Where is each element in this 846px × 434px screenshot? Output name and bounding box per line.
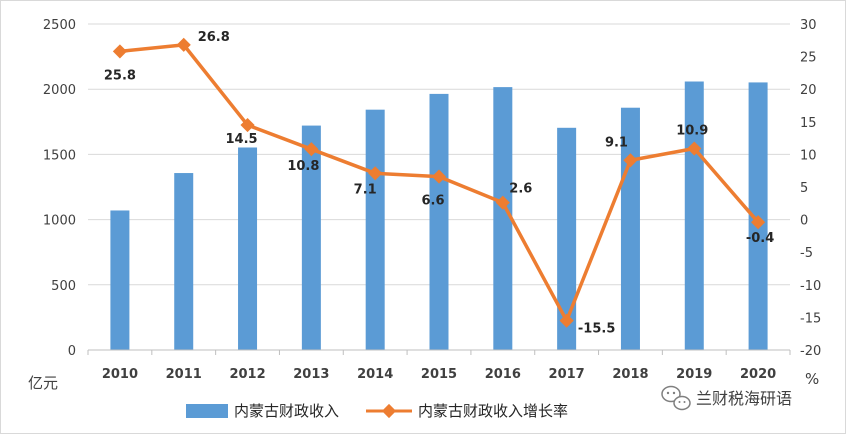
- line-point: [687, 141, 702, 156]
- x-tick-label: 2013: [293, 367, 329, 382]
- x-tick-label: 2012: [229, 367, 265, 382]
- left-tick-label: 500: [51, 279, 76, 294]
- line-point: [751, 215, 766, 230]
- line-data-label: 26.8: [198, 30, 230, 45]
- line-data-label: 2.6: [509, 182, 532, 197]
- watermark: 兰财税海研语: [661, 385, 792, 411]
- left-tick-label: 1500: [43, 148, 76, 163]
- line-point: [559, 313, 574, 328]
- line-series: [112, 37, 766, 328]
- right-tick-label: -5: [800, 246, 813, 261]
- watermark-text: 兰财税海研语: [696, 389, 792, 408]
- line-data-label: 14.5: [226, 132, 258, 147]
- right-tick-label: 10: [800, 148, 817, 163]
- wechat-icon: [661, 385, 691, 411]
- left-tick-label: 1000: [43, 214, 76, 229]
- x-tick-label: 2015: [421, 367, 457, 382]
- line-data-label: 25.8: [104, 68, 136, 83]
- bar: [174, 173, 194, 350]
- left-axis-ticks: 0 500 1000 1500 2000 2500: [43, 18, 76, 359]
- right-tick-label: -20: [800, 344, 821, 359]
- line-data-label: -0.4: [746, 231, 774, 246]
- bar: [238, 147, 258, 350]
- left-tick-label: 2000: [43, 83, 76, 98]
- line-data-label: 9.1: [605, 135, 628, 150]
- right-tick-label: 30: [800, 18, 817, 33]
- legend-bar-swatch: [186, 404, 228, 418]
- line-point: [431, 169, 447, 184]
- right-tick-label: -15: [800, 311, 821, 326]
- line-data-label: 10.8: [287, 159, 319, 174]
- line-data-labels: 25.8 26.8 14.5 10.8 7.1 6.6 2.6 -15.5 9.1 10.9 -0.…: [104, 30, 774, 337]
- line-data-label: 7.1: [354, 182, 377, 197]
- right-tick-label: 5: [800, 181, 808, 196]
- line-point: [623, 153, 638, 168]
- x-axis-ticks: 2010 2011 2012 2013 2014 2015 2016 2017 2018 2019…: [87, 350, 791, 382]
- left-tick-label: 0: [68, 344, 76, 359]
- line-data-label: 6.6: [421, 194, 444, 209]
- line-data-label: -15.5: [578, 322, 615, 337]
- right-tick-label: 25: [800, 51, 817, 66]
- right-tick-label: 20: [800, 83, 817, 98]
- bar: [557, 127, 577, 350]
- x-tick-label: 2020: [740, 367, 776, 382]
- right-tick-label: -10: [800, 279, 821, 294]
- x-tick-label: 2011: [166, 367, 202, 382]
- x-tick-label: 2018: [612, 367, 648, 382]
- left-axis-unit: 亿元: [28, 374, 58, 392]
- right-axis-unit: %: [805, 370, 819, 388]
- left-tick-label: 2500: [43, 18, 76, 33]
- legend-line-marker: [381, 403, 397, 419]
- bar: [301, 125, 321, 350]
- bar: [429, 93, 449, 350]
- legend: 内蒙古财政收入 内蒙古财政收入增长率: [186, 402, 568, 420]
- line-point: [495, 195, 510, 210]
- right-axis-ticks: -20 -15 -10 -5 0 5 10 15 20 25 30: [800, 18, 821, 359]
- bar: [493, 87, 513, 351]
- x-tick-label: 2017: [549, 367, 585, 382]
- bar: [365, 109, 385, 351]
- x-tick-label: 2019: [676, 367, 712, 382]
- line-point: [304, 142, 319, 157]
- x-tick-label: 2016: [485, 367, 521, 382]
- bar: [110, 210, 130, 350]
- line-data-label: 10.9: [676, 124, 708, 139]
- x-tick-label: 2014: [357, 367, 393, 382]
- legend-bar-label: 内蒙古财政收入: [234, 402, 339, 420]
- legend-line-label: 内蒙古财政收入增长率: [418, 402, 568, 420]
- line-point: [368, 166, 383, 181]
- right-tick-label: 15: [800, 116, 817, 131]
- x-tick-label: 2010: [102, 367, 138, 382]
- right-tick-label: 0: [800, 214, 808, 229]
- bar: [684, 81, 704, 350]
